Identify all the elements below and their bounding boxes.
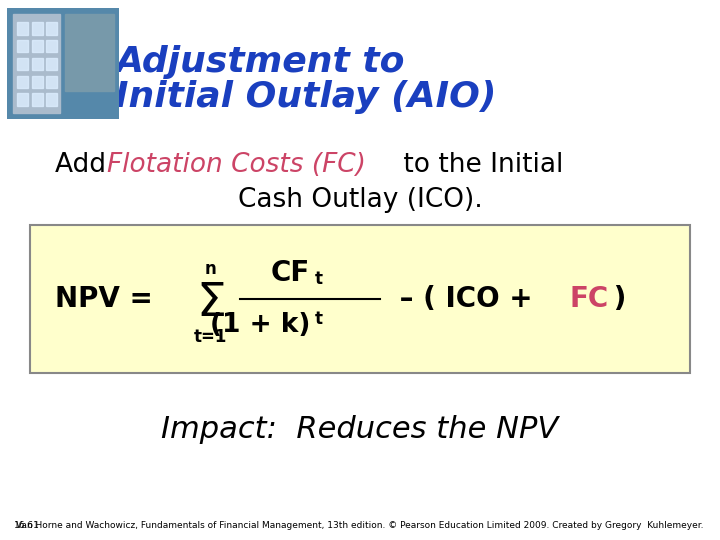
Text: t: t xyxy=(315,270,323,288)
Bar xyxy=(46,40,58,52)
Bar xyxy=(32,76,43,88)
Bar xyxy=(17,23,28,35)
Text: CF: CF xyxy=(271,259,310,287)
Bar xyxy=(32,40,43,52)
Text: NPV =: NPV = xyxy=(55,285,163,313)
Text: – ( ICO +: – ( ICO + xyxy=(390,285,542,313)
Text: (1 + k): (1 + k) xyxy=(210,312,310,338)
Text: Add: Add xyxy=(55,152,114,178)
Bar xyxy=(46,76,58,88)
Text: Impact:  Reduces the NPV: Impact: Reduces the NPV xyxy=(161,415,559,444)
Text: Van Horne and Wachowicz, Fundamentals of Financial Management, 13th edition. © P: Van Horne and Wachowicz, Fundamentals of… xyxy=(17,521,703,530)
Text: Cash Outlay (ICO).: Cash Outlay (ICO). xyxy=(238,187,482,213)
Text: Adjustment to: Adjustment to xyxy=(115,45,405,79)
Bar xyxy=(46,23,58,35)
Text: t: t xyxy=(315,310,323,328)
Bar xyxy=(46,93,58,105)
Bar xyxy=(32,23,43,35)
Text: t=1: t=1 xyxy=(193,328,227,346)
Bar xyxy=(17,93,28,105)
Bar xyxy=(46,58,58,70)
Bar xyxy=(13,14,60,113)
Bar xyxy=(17,40,28,52)
Text: FC: FC xyxy=(570,285,609,313)
Text: Flotation Costs (FC): Flotation Costs (FC) xyxy=(107,152,366,178)
Bar xyxy=(17,58,28,70)
Bar xyxy=(32,93,43,105)
Text: 16.61: 16.61 xyxy=(14,521,40,530)
Bar xyxy=(32,58,43,70)
Text: $\Sigma$: $\Sigma$ xyxy=(196,280,225,326)
Text: ): ) xyxy=(604,285,626,313)
Text: n: n xyxy=(204,260,216,278)
Text: to the Initial: to the Initial xyxy=(395,152,563,178)
Bar xyxy=(17,76,28,88)
FancyBboxPatch shape xyxy=(30,225,690,373)
Text: Initial Outlay (AIO): Initial Outlay (AIO) xyxy=(115,80,496,114)
Bar xyxy=(66,14,114,91)
